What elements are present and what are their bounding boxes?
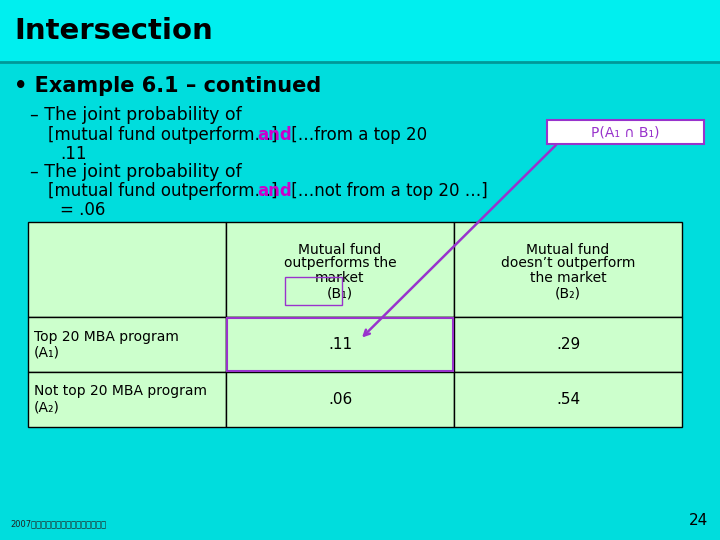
Text: [mutual fund outperform…]: [mutual fund outperform…] [48,126,283,144]
Text: (B₁): (B₁) [327,287,353,300]
Bar [28,317,226,372]
Bar [454,317,682,372]
Text: .29: .29 [556,337,580,352]
Text: P(A₁ ∩ B₁): P(A₁ ∩ B₁) [591,125,660,139]
Text: doesn’t outperform: doesn’t outperform [501,256,635,271]
Text: • Example 6.1 – continued: • Example 6.1 – continued [14,76,321,96]
Text: .06: .06 [328,392,352,407]
FancyBboxPatch shape [547,120,704,144]
Bar [28,222,226,317]
Bar [454,372,682,427]
Text: = .06: = .06 [60,201,105,219]
Text: – The joint probability of: – The joint probability of [30,163,242,181]
Text: (A₂): (A₂) [34,401,60,415]
Text: Mutual fund: Mutual fund [298,242,382,256]
Text: Mutual fund: Mutual fund [526,242,610,256]
Text: and: and [257,126,292,144]
Text: 2007年第三季度《土木工程科学技术》: 2007年第三季度《土木工程科学技术》 [10,519,106,528]
Bar [0,0,720,62]
Text: – The joint probability of: – The joint probability of [30,106,242,124]
Text: [mutual fund outperform…]: [mutual fund outperform…] [48,182,283,200]
Text: the market: the market [530,271,606,285]
Text: (B₂): (B₂) [555,287,581,300]
Text: 24: 24 [689,513,708,528]
Text: […not from a top 20 …]: […not from a top 20 …] [286,182,487,200]
Text: Top 20 MBA program: Top 20 MBA program [34,329,179,343]
Bar [226,317,454,372]
Text: Not top 20 MBA program: Not top 20 MBA program [34,384,207,399]
Text: (A₁): (A₁) [34,346,60,360]
Text: .11: .11 [60,145,86,163]
Text: outperforms the: outperforms the [284,256,396,271]
Bar [226,372,454,427]
Bar [454,222,682,317]
Text: […from a top 20: […from a top 20 [286,126,427,144]
Text: Intersection: Intersection [14,17,212,45]
Bar [28,372,226,427]
Text: market: market [315,271,365,285]
Text: .54: .54 [556,392,580,407]
Text: .11: .11 [328,337,352,352]
Bar [226,222,454,317]
Text: and: and [257,182,292,200]
Bar [0,62,720,540]
